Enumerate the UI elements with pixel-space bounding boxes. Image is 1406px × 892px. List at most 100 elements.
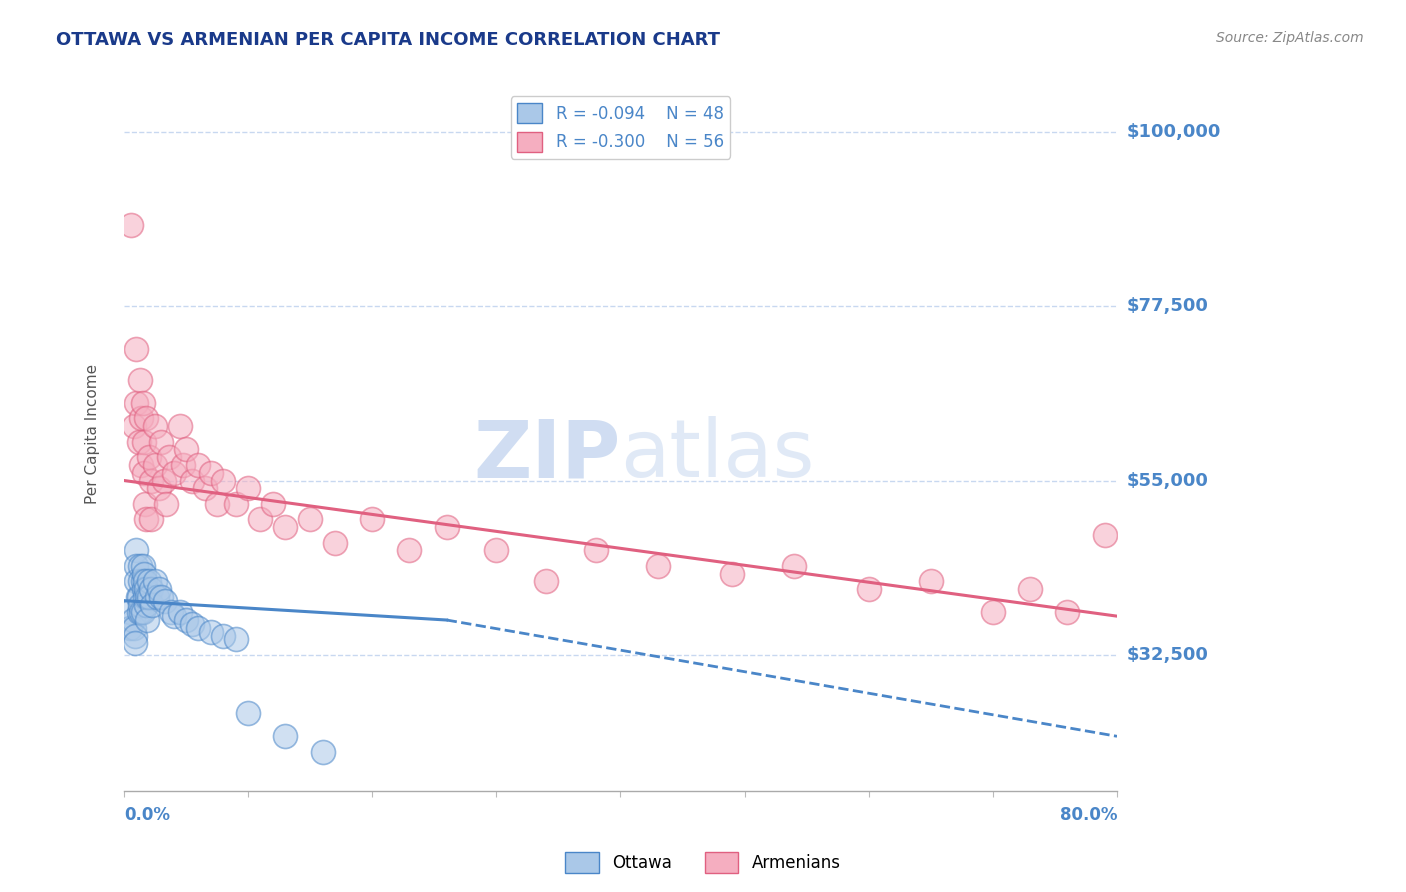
Point	[132, 466, 155, 480]
Point	[155, 497, 177, 511]
Point	[128, 434, 150, 449]
Text: 0.0%: 0.0%	[124, 806, 170, 824]
Point	[124, 628, 146, 642]
Point	[143, 458, 166, 472]
Point	[200, 466, 222, 480]
Point	[125, 342, 148, 356]
Point	[299, 512, 322, 526]
Point	[134, 590, 156, 604]
Point	[136, 590, 159, 604]
Point	[129, 373, 152, 387]
Point	[398, 543, 420, 558]
Text: OTTAWA VS ARMENIAN PER CAPITA INCOME CORRELATION CHART: OTTAWA VS ARMENIAN PER CAPITA INCOME COR…	[56, 31, 720, 49]
Point	[131, 605, 153, 619]
Point	[141, 474, 163, 488]
Point	[138, 450, 160, 465]
Point	[129, 574, 152, 589]
Point	[162, 466, 184, 480]
Point	[981, 605, 1004, 619]
Point	[120, 218, 142, 232]
Point	[212, 628, 235, 642]
Point	[1094, 528, 1116, 542]
Point	[148, 582, 170, 596]
Point	[129, 605, 152, 619]
Point	[173, 458, 195, 472]
Point	[160, 605, 183, 619]
Point	[129, 458, 152, 472]
Point	[1019, 582, 1042, 596]
Point	[124, 636, 146, 650]
Point	[181, 474, 204, 488]
Point	[721, 566, 744, 581]
Point	[129, 558, 152, 573]
Point	[162, 609, 184, 624]
Point	[131, 558, 153, 573]
Point	[920, 574, 942, 589]
Point	[225, 497, 247, 511]
Point	[125, 543, 148, 558]
Point	[150, 590, 173, 604]
Point	[485, 543, 508, 558]
Legend: Ottawa, Armenians: Ottawa, Armenians	[558, 846, 848, 880]
Point	[150, 434, 173, 449]
Point	[128, 605, 150, 619]
Point	[181, 616, 204, 631]
Point	[122, 419, 145, 434]
Point	[132, 566, 155, 581]
Point	[136, 613, 159, 627]
Point	[127, 590, 149, 604]
Point	[262, 497, 284, 511]
Point	[361, 512, 384, 526]
Point	[135, 582, 157, 596]
Point	[131, 574, 153, 589]
Point	[153, 593, 176, 607]
Text: ZIP: ZIP	[474, 417, 620, 494]
Point	[120, 605, 142, 619]
Point	[132, 434, 155, 449]
Point	[200, 624, 222, 639]
Text: $32,500: $32,500	[1128, 646, 1209, 664]
Point	[157, 450, 180, 465]
Point	[135, 411, 157, 425]
Point	[236, 706, 259, 720]
Point	[436, 520, 458, 534]
Point	[138, 574, 160, 589]
Point	[174, 442, 197, 457]
Text: atlas: atlas	[620, 417, 815, 494]
Point	[187, 458, 209, 472]
Point	[141, 582, 163, 596]
Point	[141, 598, 163, 612]
Point	[783, 558, 806, 573]
Point	[236, 481, 259, 495]
Point	[274, 520, 297, 534]
Point	[131, 396, 153, 410]
Point	[134, 574, 156, 589]
Point	[134, 497, 156, 511]
Point	[169, 605, 191, 619]
Text: Source: ZipAtlas.com: Source: ZipAtlas.com	[1216, 31, 1364, 45]
Point	[194, 481, 217, 495]
Point	[647, 558, 669, 573]
Point	[135, 512, 157, 526]
Point	[169, 419, 191, 434]
Point	[174, 613, 197, 627]
Y-axis label: Per Capita Income: Per Capita Income	[86, 364, 100, 504]
Point	[585, 543, 607, 558]
Point	[323, 535, 346, 549]
Point	[129, 598, 152, 612]
Point	[125, 574, 148, 589]
Point	[125, 396, 148, 410]
Point	[146, 590, 169, 604]
Point	[129, 411, 152, 425]
Text: 80.0%: 80.0%	[1060, 806, 1116, 824]
Point	[311, 745, 333, 759]
Point	[135, 598, 157, 612]
Point	[121, 613, 143, 627]
Point	[858, 582, 880, 596]
Text: $77,500: $77,500	[1128, 297, 1209, 315]
Point	[143, 574, 166, 589]
Point	[205, 497, 228, 511]
Point	[132, 582, 155, 596]
Point	[138, 590, 160, 604]
Point	[125, 558, 148, 573]
